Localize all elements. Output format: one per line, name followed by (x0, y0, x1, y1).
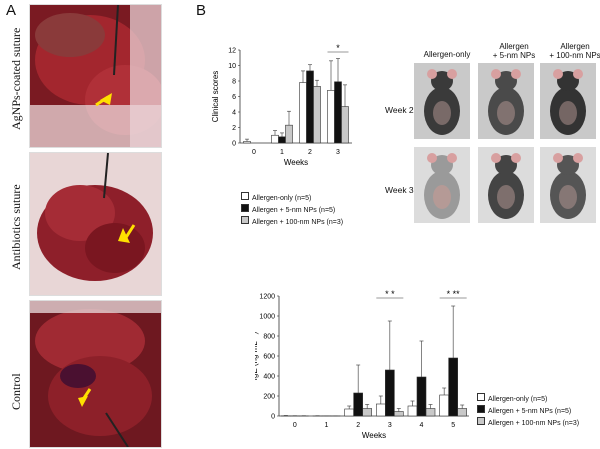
surgery-photo-control-image (30, 301, 161, 447)
bar (344, 408, 354, 417)
x-tick-label: 0 (293, 422, 297, 429)
x-tick-label: 3 (388, 422, 392, 429)
mouse-photo (414, 63, 470, 139)
y-tick-label: 10 (228, 63, 236, 70)
col-head-allergen-only: Allergen-only (423, 50, 471, 59)
bar (416, 376, 427, 417)
x-tick-label: 1 (280, 149, 284, 156)
x-axis-label: Weeks (362, 431, 386, 440)
mouse-icon (424, 69, 460, 135)
ige-chart: 0 200 400 600 800 1000 1200 IgE (ng mL⁻¹) Weeks 0… (255, 289, 469, 440)
mouse-icon (488, 69, 524, 135)
legend-label: Allergen + 5-nm NPs (n=5) (252, 207, 336, 214)
row-head-week3: Week 3 (385, 185, 414, 195)
y-axis-label: Clinical scores (211, 71, 220, 123)
legend-item-5nm: Allergen + 5-nm NPs (n=5) (241, 204, 343, 216)
bar (376, 403, 386, 417)
legend-label: Allergen + 5-nm NPs (n=5) (488, 408, 572, 415)
y-tick-label: 1000 (259, 314, 275, 321)
clinical-scores-legend: Allergen-only (n=5) Allergen + 5-nm NPs … (241, 192, 343, 228)
bar (362, 408, 372, 417)
x-tick-label: 2 (356, 422, 360, 429)
surgery-photo-agnps (29, 4, 162, 148)
mouse-photo (478, 63, 534, 139)
mouse-icon (488, 153, 524, 219)
legend-label: Allergen + 100-nm NPs (n=3) (488, 420, 580, 427)
y-tick-label: 0 (232, 141, 236, 148)
significance-label: * * (385, 289, 395, 299)
bar (385, 369, 395, 417)
bar (425, 408, 436, 417)
x-axis-label: Weeks (284, 158, 308, 167)
y-tick-label: 2 (232, 125, 236, 132)
legend-label: Allergen-only (n=5) (252, 195, 312, 202)
ige-legend: Allergen-only (n=5) Allergen + 5-nm NPs … (477, 393, 579, 429)
x-tick-label: 2 (308, 149, 312, 156)
mouse-photo (414, 147, 470, 223)
x-tick-label: 0 (252, 149, 256, 156)
y-tick-label: 12 (228, 48, 236, 55)
label-antibiotics-suture: Antibiotics suture (9, 184, 23, 270)
y-tick-label: 0 (271, 414, 275, 421)
y-tick-label: 4 (232, 110, 236, 117)
surgery-photo-antibiotics-image (30, 153, 161, 295)
bar (313, 86, 321, 144)
y-tick-label: 600 (263, 354, 275, 361)
mouse-icon (550, 153, 586, 219)
legend-item-allergen-only: Allergen-only (n=5) (477, 393, 579, 405)
y-tick-label: 6 (232, 94, 236, 101)
x-tick-label: 5 (451, 422, 455, 429)
legend-item-100nm: Allergen + 100-nm NPs (n=3) (477, 417, 579, 429)
label-control: Control (9, 373, 23, 410)
y-tick-label: 400 (263, 374, 275, 381)
mouse-photo (540, 63, 596, 139)
legend-item-allergen-only: Allergen-only (n=5) (241, 192, 343, 204)
row-head-week2: Week 2 (385, 105, 414, 115)
bar (278, 136, 286, 144)
bar (457, 408, 467, 417)
mouse-photo (540, 147, 596, 223)
legend-item-100nm: Allergen + 100-nm NPs (n=3) (241, 216, 343, 228)
significance-label: * ** (447, 289, 461, 299)
label-agnps-suture: AgNPs-coated suture (9, 27, 23, 130)
bar (341, 106, 349, 144)
bar (334, 81, 342, 144)
col-head-5nm: Allergen + 5-nm NPs (492, 42, 536, 60)
mouse-photo (478, 147, 534, 223)
panel-a-letter: A (6, 2, 17, 19)
surgery-photo-agnps-image (30, 5, 161, 147)
bar (271, 134, 279, 144)
y-tick-label: 800 (263, 334, 275, 341)
mouse-icon (424, 153, 460, 219)
bar (306, 70, 314, 144)
panel-b-letter: B (196, 2, 207, 19)
x-tick-label: 1 (325, 422, 329, 429)
bar (353, 392, 363, 417)
legend-item-5nm: Allergen + 5-nm NPs (n=5) (477, 405, 579, 417)
y-axis-label: IgE (ng mL⁻¹) (255, 331, 259, 380)
surgery-photo-control (29, 300, 162, 448)
x-tick-label: 4 (420, 422, 424, 429)
mouse-icon (550, 69, 586, 135)
bar (327, 89, 335, 144)
surgery-photo-antibiotics (29, 152, 162, 296)
bar (394, 411, 404, 417)
col-head-100nm: Allergen + 100-nm NPs (549, 42, 600, 60)
bar (448, 357, 458, 417)
bar (439, 394, 449, 417)
bar (407, 405, 418, 417)
y-tick-label: 200 (263, 394, 275, 401)
y-tick-label: 1200 (259, 294, 275, 301)
x-tick-label: 3 (336, 149, 340, 156)
bar (285, 124, 293, 144)
bar (299, 82, 307, 144)
y-tick-label: 8 (232, 79, 236, 86)
legend-label: Allergen-only (n=5) (488, 396, 548, 403)
bar (243, 141, 251, 144)
significance-label: * (336, 43, 340, 53)
legend-label: Allergen + 100-nm NPs (n=3) (252, 219, 344, 226)
